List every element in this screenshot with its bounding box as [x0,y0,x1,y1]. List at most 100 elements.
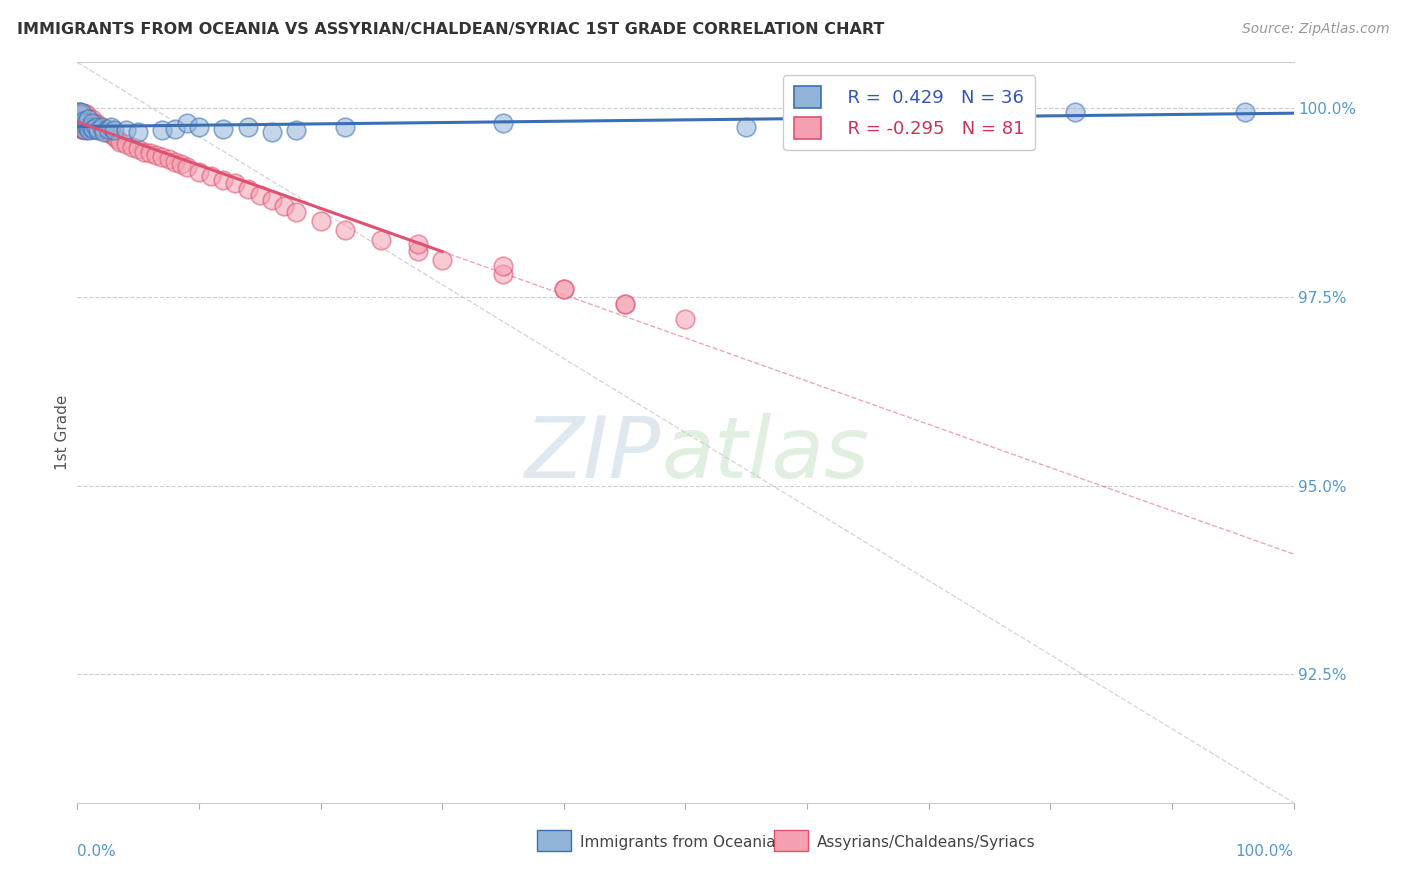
Legend:   R =  0.429   N = 36,   R = -0.295   N = 81: R = 0.429 N = 36, R = -0.295 N = 81 [783,75,1035,150]
Point [82,122,104,136]
Point [76,117,98,131]
Text: atlas: atlas [661,413,869,496]
Point [145,147,167,161]
Point [103,129,125,144]
Point [69,107,91,121]
Point [70,104,93,119]
Point [260,193,283,207]
Text: IMMIGRANTS FROM OCEANIA VS ASSYRIAN/CHALDEAN/SYRIAC 1ST GRADE CORRELATION CHART: IMMIGRANTS FROM OCEANIA VS ASSYRIAN/CHAL… [17,22,884,37]
Point [77,117,100,131]
Point [93,125,115,139]
Point [75,112,97,127]
Point [430,253,453,268]
Point [249,187,271,202]
Point [273,199,295,213]
Point [70,112,93,127]
Point [152,150,174,164]
Point [406,244,429,259]
Point [90,120,112,134]
Point [70,107,93,121]
Point [72,122,94,136]
Point [79,117,101,131]
Point [188,120,211,134]
Point [553,282,575,296]
Text: Source: ZipAtlas.com: Source: ZipAtlas.com [1241,22,1389,37]
Point [70,117,93,131]
Point [856,104,879,119]
Text: ZIP: ZIP [524,413,661,496]
Point [67,116,90,130]
Point [176,160,198,174]
Point [188,165,211,179]
Point [80,120,103,134]
Point [492,116,515,130]
Point [80,117,103,131]
Point [73,117,96,131]
Point [77,112,100,127]
Text: Immigrants from Oceania: Immigrants from Oceania [579,835,775,849]
Point [89,122,111,136]
Point [70,106,93,120]
Point [236,182,259,196]
Point [309,214,332,228]
Point [84,117,107,131]
Point [67,104,90,119]
Point [67,104,90,119]
Point [107,132,129,146]
Point [72,107,94,121]
Point [735,120,758,134]
Point [285,123,308,137]
Point [260,125,283,139]
Point [83,122,105,136]
Point [76,112,98,127]
Point [77,112,100,127]
Point [100,127,122,141]
Point [72,117,94,131]
Point [80,116,103,130]
Point [72,112,94,127]
Point [163,122,186,136]
Point [176,116,198,130]
Point [80,117,103,131]
Point [134,145,156,159]
Point [127,142,149,156]
Point [108,135,131,149]
Point [69,106,91,120]
Point [1233,104,1256,119]
Point [79,123,101,137]
Point [72,114,94,128]
Point [224,177,246,191]
Point [69,112,91,127]
Point [103,123,125,137]
Point [70,117,93,131]
Point [1063,104,1085,119]
Y-axis label: 1st Grade: 1st Grade [55,395,70,470]
Point [139,146,162,161]
Point [73,112,96,127]
Point [236,120,259,134]
Point [285,205,308,219]
Point [333,120,356,134]
Point [492,260,515,274]
Point [90,123,112,137]
Point [97,122,120,136]
FancyBboxPatch shape [537,830,571,851]
Point [69,117,91,131]
Point [87,123,110,137]
Point [492,267,515,281]
Text: Assyrians/Chaldeans/Syriacs: Assyrians/Chaldeans/Syriacs [817,835,1035,849]
Point [115,123,138,137]
Point [70,122,93,136]
Point [170,157,193,171]
Point [333,223,356,237]
FancyBboxPatch shape [775,830,808,851]
Point [93,122,115,136]
Point [67,110,90,124]
Point [73,123,96,137]
Point [70,112,93,127]
Point [79,112,101,127]
Point [613,297,636,311]
Point [200,169,222,183]
Point [84,122,107,136]
Point [115,136,138,151]
